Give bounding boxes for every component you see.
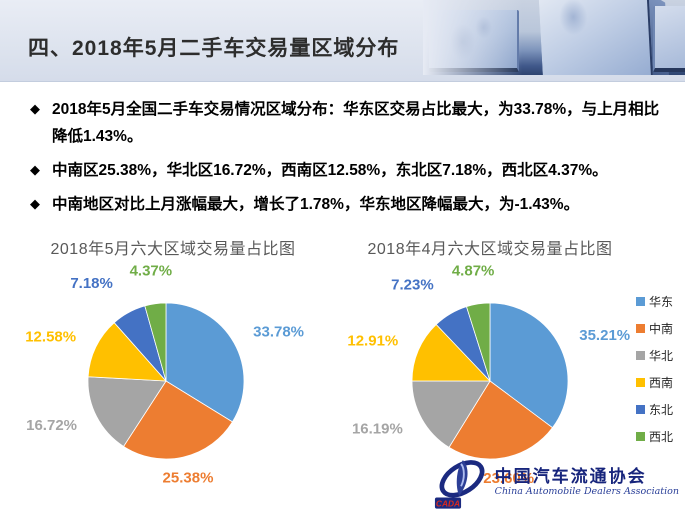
legend-swatch-icon bbox=[636, 431, 645, 441]
cada-logo: CADA 中国汽车流通协会 China Automobile Dealers A… bbox=[434, 456, 679, 510]
legend-item: 中南 bbox=[636, 320, 673, 337]
pie-data-label: 35.21% bbox=[579, 327, 630, 344]
legend-item: 华东 bbox=[636, 293, 673, 310]
pie-slice bbox=[489, 302, 569, 428]
legend-label: 华北 bbox=[649, 348, 674, 363]
pie-plot-area: 33.78% 25.38% 16.72% 12.58% 7.18% 4.37% bbox=[8, 261, 338, 491]
page-title: 四、2018年5月二手车交易量区域分布 bbox=[28, 37, 400, 60]
slide-header: 四、2018年5月二手车交易量区域分布 bbox=[0, 0, 685, 82]
legend-swatch-icon bbox=[636, 296, 645, 306]
legend-label: 西南 bbox=[649, 375, 674, 390]
bullet-text: 中南区25.38%，华北区16.72%，西南区12.58%，东北区7.18%，西… bbox=[52, 162, 608, 180]
pie-slice bbox=[144, 302, 167, 381]
photo-fade-overlay bbox=[423, 0, 685, 75]
legend-label: 东北 bbox=[649, 402, 674, 417]
header-decoration-cubes bbox=[423, 0, 685, 75]
legend-swatch-icon bbox=[636, 323, 645, 333]
legend-swatch-icon bbox=[636, 377, 645, 387]
summary-bullet-list: ◆ 2018年5月全国二手车交易情况区域分布：华东区交易占比最大，为33.78%… bbox=[30, 96, 663, 219]
legend-item: 东北 bbox=[636, 401, 673, 418]
pie-data-label: 7.18% bbox=[70, 274, 113, 291]
pie-data-label: 7.23% bbox=[391, 276, 434, 293]
legend-swatch-icon bbox=[636, 404, 645, 414]
chart-legend: 华东中南华北西南东北西北 bbox=[636, 293, 673, 445]
pie-data-label: 33.78% bbox=[253, 323, 304, 340]
legend-item: 西北 bbox=[636, 428, 673, 445]
cada-logo-icon: CADA bbox=[434, 460, 485, 509]
charts-row: 2018年5月六大区域交易量占比图 33.78% 25.38% 16.72% 12.5… bbox=[0, 235, 685, 491]
pie-slice bbox=[165, 302, 245, 422]
org-name-english: China Automobile Dealers Association bbox=[494, 486, 679, 498]
legend-label: 华东 bbox=[649, 294, 674, 309]
chart-title: 2018年4月六大区域交易量占比图 bbox=[367, 240, 613, 258]
bullet-item: ◆ 中南地区对比上月涨幅最大，增长了1.78%，华东地区降幅最大，为-1.43%… bbox=[30, 191, 663, 218]
legend-label: 中南 bbox=[649, 321, 674, 336]
bullet-item: ◆ 2018年5月全国二手车交易情况区域分布：华东区交易占比最大，为33.78%… bbox=[30, 96, 663, 150]
bullet-text: 2018年5月全国二手车交易情况区域分布：华东区交易占比最大，为33.78%，与… bbox=[52, 101, 660, 146]
legend-swatch-icon bbox=[636, 350, 645, 360]
bullet-item: ◆ 中南区25.38%，华北区16.72%，西南区12.58%，东北区7.18%… bbox=[30, 157, 663, 184]
pie-slice bbox=[411, 380, 491, 448]
pie-data-label: 16.72% bbox=[26, 417, 77, 434]
pie-slice bbox=[87, 375, 167, 447]
pie-data-label: 23.60% bbox=[483, 470, 534, 487]
chart-title: 2018年5月六大区域交易量占比图 bbox=[50, 240, 296, 258]
pie-data-label: 12.91% bbox=[347, 332, 398, 349]
pie-slice bbox=[466, 302, 491, 381]
pie-slice bbox=[123, 379, 233, 459]
legend-item: 西南 bbox=[636, 374, 673, 391]
pie-data-label: 4.87% bbox=[452, 262, 495, 279]
pie-plot-area: 35.21% 23.60% 16.19% 12.91% 7.23% 4.87% bbox=[347, 261, 630, 491]
pie-data-label: 16.19% bbox=[352, 420, 403, 437]
org-text: 中国汽车流通协会 China Automobile Dealers Associ… bbox=[494, 466, 679, 498]
bullet-text: 中南地区对比上月涨幅最大，增长了1.78%，华东地区降幅最大，为-1.43%。 bbox=[52, 196, 580, 214]
pie-chart-may: 2018年5月六大区域交易量占比图 33.78% 25.38% 16.72% 12.5… bbox=[8, 235, 338, 491]
org-name-chinese: 中国汽车流通协会 bbox=[494, 466, 647, 487]
pie-chart-april: 2018年4月六大区域交易量占比图 35.21% 23.60% 16.19% 12.9… bbox=[347, 235, 630, 491]
diamond-bullet-icon: ◆ bbox=[30, 196, 40, 212]
pie-data-label: 12.58% bbox=[25, 328, 76, 345]
pie-data-label: 25.38% bbox=[163, 469, 214, 486]
pie-slice bbox=[87, 321, 167, 381]
pie-slice bbox=[411, 323, 491, 381]
pie-data-label: 4.37% bbox=[130, 262, 173, 279]
legend-item: 华北 bbox=[636, 347, 673, 364]
diamond-bullet-icon: ◆ bbox=[30, 162, 40, 178]
cada-acronym: CADA bbox=[436, 498, 460, 508]
legend-label: 西北 bbox=[649, 429, 674, 444]
pie-slice bbox=[448, 379, 554, 459]
diamond-bullet-icon: ◆ bbox=[30, 101, 40, 116]
